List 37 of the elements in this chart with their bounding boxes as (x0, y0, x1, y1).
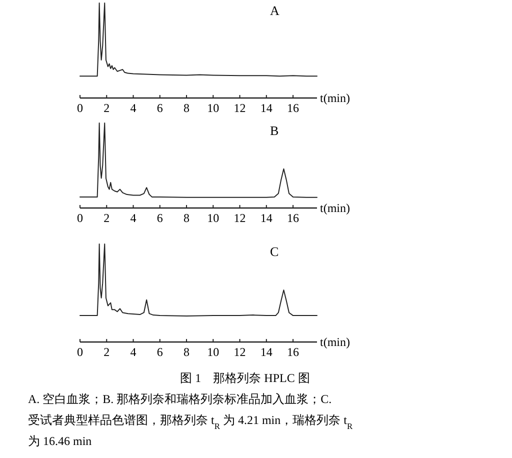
x-tick-label: 12 (234, 345, 246, 359)
x-tick-label: 6 (156, 101, 163, 115)
annotation: B (270, 123, 279, 138)
x-tick-label: 14 (260, 211, 272, 225)
x-tick-label: 4 (130, 211, 136, 225)
x-tick-label: 0 (77, 345, 83, 359)
x-tick-label: 10 (207, 101, 220, 115)
x-axis-title: t(min) (320, 201, 350, 215)
x-tick-label: 10 (207, 345, 220, 359)
x-tick-label: 14 (260, 345, 272, 359)
x-tick-label: 2 (104, 345, 110, 359)
x-tick-label: 6 (156, 345, 163, 359)
text: 受试者典型样品色谱图，那格列奈 t$_{R}$ 为 4.21 min，瑞格列奈 t$_{R}$ (28, 413, 353, 430)
x-tick-label: 16 (287, 345, 300, 359)
x-tick-label: 8 (184, 211, 190, 225)
text: A. 空白血浆；B. 那格列奈和瑞格列奈标准品加入血浆；C. (28, 392, 332, 406)
annotation: A (270, 3, 280, 18)
x-tick-label: 14 (260, 101, 272, 115)
x-axis-title: t(min) (320, 335, 350, 349)
caption: 图 1 那格列奈 HPLC 图 (180, 371, 310, 385)
x-tick-label: 2 (104, 211, 110, 225)
x-tick-label: 2 (104, 101, 110, 115)
x-tick-label: 12 (234, 211, 246, 225)
x-tick-label: 16 (287, 211, 300, 225)
x-tick-label: 4 (130, 345, 136, 359)
x-tick-label: 12 (234, 101, 246, 115)
x-tick-label: 0 (77, 211, 83, 225)
x-tick-label: 16 (287, 101, 300, 115)
annotation: C (270, 244, 279, 259)
x-tick-label: 8 (184, 101, 190, 115)
x-tick-label: 6 (156, 211, 163, 225)
x-tick-label: 8 (184, 345, 190, 359)
text: 为 16.46 min (28, 434, 92, 448)
x-tick-label: 10 (207, 211, 220, 225)
x-axis-title: t(min) (320, 91, 350, 105)
x-tick-label: 4 (130, 101, 136, 115)
x-tick-label: 0 (77, 101, 83, 115)
